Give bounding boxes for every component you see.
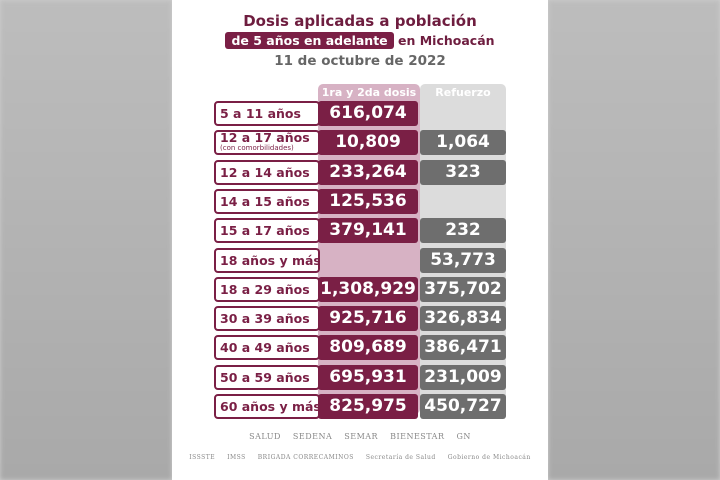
- booster-value: 326,834: [420, 306, 506, 332]
- age-group-label: 14 a 15 años: [214, 188, 320, 214]
- booster-value: 232: [420, 218, 506, 244]
- header-booster: Refuerzo: [435, 86, 491, 99]
- age-group-label: 50 a 59 años: [214, 364, 320, 390]
- logo: ISSSTE: [189, 454, 216, 461]
- infographic: Dosis aplicadas a población de 5 años en…: [172, 0, 548, 480]
- logos-row-2: ISSSTE IMSS BRIGADA CORRECAMINOS Secretaría…: [172, 454, 548, 461]
- dose-value: 233,264: [318, 159, 418, 185]
- logos-row-1: SALUD SEDENA SEMAR BIENESTAR GN: [172, 432, 548, 441]
- age-group-label: 40 a 49 años: [214, 335, 320, 361]
- dose-value: 925,716: [318, 306, 418, 332]
- age-group-label: 60 años y más: [214, 394, 320, 419]
- age-group-label: 30 a 39 años: [214, 306, 320, 332]
- blurred-background-right: [548, 0, 720, 480]
- subtitle-rest: en Michoacán: [398, 33, 495, 48]
- age-group-text: 18 años y más: [220, 252, 320, 268]
- age-group-text: 15 a 17 años: [220, 223, 310, 239]
- logo: BIENESTAR: [390, 432, 445, 441]
- logo: SALUD: [249, 432, 281, 441]
- age-group-label: 5 a 11 años: [214, 101, 320, 126]
- dose-value: 616,074: [318, 101, 418, 126]
- logo: Gobierno de Michoacán: [447, 454, 531, 461]
- title: Dosis aplicadas a población: [243, 12, 477, 30]
- dose-value: 695,931: [318, 364, 418, 390]
- age-group-text: 12 a 14 años: [220, 164, 310, 180]
- age-group-label: 12 a 14 años: [214, 159, 320, 185]
- booster-value: 231,009: [420, 364, 506, 390]
- booster-value: 1,064: [420, 130, 506, 156]
- blurred-background-left: [0, 0, 172, 480]
- age-group-text: 14 a 15 años: [220, 193, 310, 209]
- age-group-label: 18 a 29 años: [214, 276, 320, 302]
- header-dose: 1ra y 2da dosis: [321, 86, 417, 99]
- dose-value: 825,975: [318, 394, 418, 419]
- age-group-text: 40 a 49 años: [220, 340, 310, 356]
- booster-value: 450,727: [420, 394, 506, 419]
- logo: SEDENA: [292, 432, 333, 441]
- age-group-note: (con comorbilidades): [220, 144, 294, 153]
- age-group-label: 18 años y más: [214, 247, 320, 273]
- booster-value: 323: [420, 159, 506, 185]
- age-group-text: 50 a 59 años: [220, 369, 310, 385]
- dose-value: 125,536: [318, 188, 418, 214]
- age-group-text: 18 a 29 años: [220, 281, 310, 297]
- age-group-text: 5 a 11 años: [220, 106, 301, 121]
- age-group-label: 15 a 17 años: [214, 218, 320, 244]
- age-group-label: 12 a 17 años (con comorbilidades): [214, 130, 320, 156]
- logo: GN: [456, 432, 471, 441]
- age-group-text: 12 a 17 años: [220, 130, 310, 146]
- logo: BRIGADA CORRECAMINOS: [257, 454, 354, 461]
- dose-value: 379,141: [318, 218, 418, 244]
- dose-value: 1,308,929: [318, 276, 418, 302]
- booster-value: 386,471: [420, 335, 506, 361]
- subtitle: de 5 años en adelante en Michoacán: [172, 32, 548, 49]
- age-group-text: 30 a 39 años: [220, 311, 310, 327]
- logo: SEMAR: [344, 432, 379, 441]
- dose-value: 10,809: [318, 130, 418, 156]
- dose-value: 809,689: [318, 335, 418, 361]
- booster-value: 53,773: [420, 247, 506, 273]
- logo: Secretaría de Salud: [365, 454, 436, 461]
- date: 11 de octubre de 2022: [274, 53, 446, 69]
- logo: IMSS: [227, 454, 246, 461]
- subtitle-highlight: de 5 años en adelante: [225, 32, 394, 49]
- age-group-text: 60 años y más: [220, 399, 320, 414]
- booster-value: 375,702: [420, 276, 506, 302]
